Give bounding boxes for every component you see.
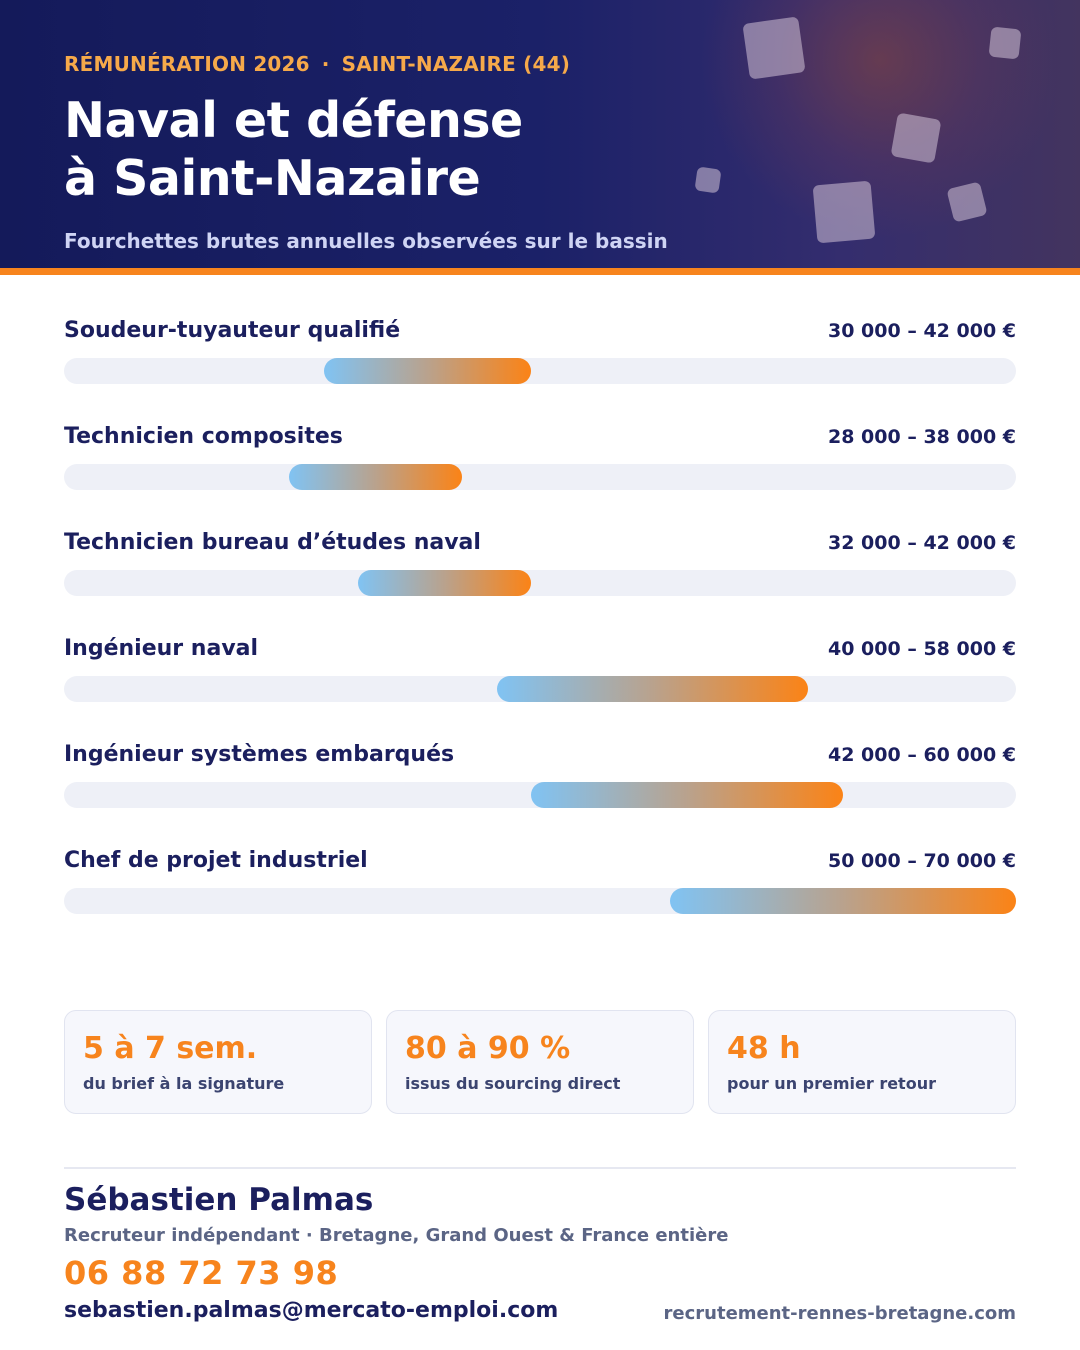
salary-track bbox=[64, 782, 1016, 808]
salary-track bbox=[64, 888, 1016, 914]
eyebrow-separator: · bbox=[321, 52, 330, 76]
salary-row: Chef de projet industriel 50 000 – 70 00… bbox=[64, 848, 1016, 928]
salary-range-text: 42 000 – 60 000 € bbox=[828, 744, 1016, 766]
salary-range-text: 30 000 – 42 000 € bbox=[828, 320, 1016, 342]
contact-email-link[interactable]: sebastien.palmas@mercato-emploi.com bbox=[64, 1298, 559, 1323]
stat-label: pour un premier retour bbox=[727, 1074, 936, 1093]
salary-track bbox=[64, 358, 1016, 384]
salary-track bbox=[64, 464, 1016, 490]
title-line-2: à Saint-Nazaire bbox=[64, 150, 481, 207]
salary-range-text: 32 000 – 42 000 € bbox=[828, 532, 1016, 554]
decorative-square bbox=[988, 26, 1022, 60]
stat-card-response: 48 h pour un premier retour bbox=[708, 1010, 1016, 1114]
page-subtitle: Fourchettes brutes annuelles observées s… bbox=[64, 229, 668, 253]
stat-value: 80 à 90 % bbox=[405, 1031, 571, 1066]
salary-range-text: 50 000 – 70 000 € bbox=[828, 850, 1016, 872]
contact-phone-link[interactable]: 06 88 72 73 98 bbox=[64, 1254, 339, 1292]
decorative-square bbox=[812, 180, 876, 244]
page-title: Naval et défense à Saint-Nazaire bbox=[64, 92, 523, 208]
job-title: Soudeur-tuyauteur qualifié bbox=[64, 318, 401, 343]
salary-range-bar bbox=[496, 676, 809, 702]
salary-range-bar bbox=[289, 464, 463, 490]
salary-track bbox=[64, 676, 1016, 702]
header-accent-rule bbox=[0, 268, 1080, 275]
salary-row: Technicien bureau d’études naval 32 000 … bbox=[64, 530, 1016, 610]
job-title: Ingénieur naval bbox=[64, 636, 259, 661]
salary-range-text: 40 000 – 58 000 € bbox=[828, 638, 1016, 660]
salary-row: Technicien composites 28 000 – 38 000 € bbox=[64, 424, 1016, 504]
stat-card-timeline: 5 à 7 sem. du brief à la signature bbox=[64, 1010, 372, 1114]
title-line-1: Naval et défense bbox=[64, 92, 523, 149]
stat-label: issus du sourcing direct bbox=[405, 1074, 621, 1093]
eyebrow-topic: RÉMUNÉRATION 2026 bbox=[64, 52, 310, 76]
salary-range-bar bbox=[669, 888, 1016, 914]
job-title: Chef de projet industriel bbox=[64, 848, 368, 873]
contact-name: Sébastien Palmas bbox=[64, 1182, 374, 1218]
eyebrow: RÉMUNÉRATION 2026 · SAINT-NAZAIRE (44) bbox=[64, 52, 570, 76]
salary-range-bar bbox=[358, 570, 532, 596]
header-banner: RÉMUNÉRATION 2026 · SAINT-NAZAIRE (44) Nav… bbox=[0, 0, 1080, 268]
stat-value: 5 à 7 sem. bbox=[83, 1031, 258, 1066]
stat-card-sourcing: 80 à 90 % issus du sourcing direct bbox=[386, 1010, 694, 1114]
stat-label: du brief à la signature bbox=[83, 1074, 285, 1093]
salary-track bbox=[64, 570, 1016, 596]
decorative-square bbox=[694, 166, 722, 194]
salary-range-text: 28 000 – 38 000 € bbox=[828, 426, 1016, 448]
eyebrow-location: SAINT-NAZAIRE (44) bbox=[341, 52, 571, 76]
decorative-square bbox=[742, 16, 806, 80]
decorative-square bbox=[890, 112, 942, 164]
contact-role: Recruteur indépendant · Bretagne, Grand … bbox=[64, 1225, 729, 1246]
salary-row: Ingénieur naval 40 000 – 58 000 € bbox=[64, 636, 1016, 716]
stat-value: 48 h bbox=[727, 1031, 801, 1066]
footer-divider bbox=[64, 1167, 1016, 1169]
job-title: Technicien bureau d’études naval bbox=[64, 530, 481, 555]
salary-range-bar bbox=[531, 782, 843, 808]
salary-row: Soudeur-tuyauteur qualifié 30 000 – 42 0… bbox=[64, 318, 1016, 398]
job-title: Technicien composites bbox=[64, 424, 343, 449]
job-title: Ingénieur systèmes embarqués bbox=[64, 742, 455, 767]
website-link[interactable]: recrutement-rennes-bretagne.com bbox=[663, 1303, 1016, 1324]
salary-row: Ingénieur systèmes embarqués 42 000 – 60… bbox=[64, 742, 1016, 822]
salary-range-bar bbox=[323, 358, 532, 384]
